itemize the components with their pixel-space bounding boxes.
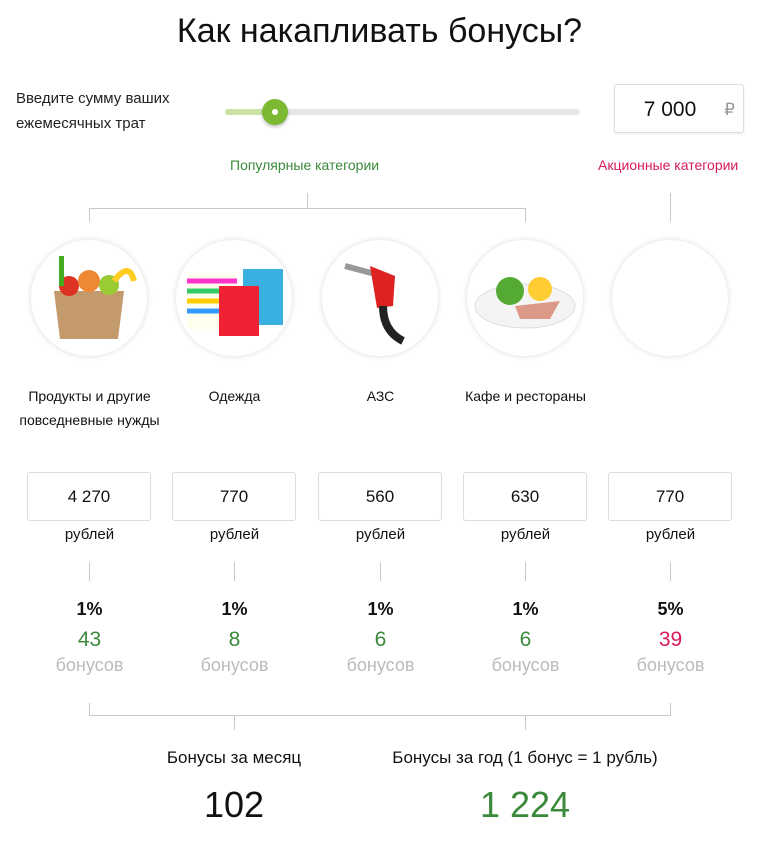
category-name: Одежда	[208, 388, 261, 404]
category-percent: 1%	[221, 599, 248, 619]
category-unit: рублей	[355, 526, 406, 543]
divider	[89, 208, 90, 222]
month-bonus-label: Бонусы за месяц	[166, 748, 302, 767]
category-name: Продукты и другие повседневные нужды	[19, 388, 160, 428]
divider	[234, 715, 235, 730]
divider	[89, 715, 671, 716]
category-image[interactable]	[612, 240, 728, 356]
divider	[89, 703, 90, 715]
category-percent: 1%	[367, 599, 394, 619]
category-bonus-label: бонусов	[346, 655, 415, 675]
divider	[525, 715, 526, 730]
category-bonus-label: бонусов	[55, 655, 124, 675]
slider-fill	[225, 109, 275, 115]
shopping-bags-icon	[179, 251, 289, 346]
category-unit: рублей	[64, 526, 115, 543]
category-bonus-label: бонусов	[636, 655, 705, 675]
category-image[interactable]	[176, 240, 292, 356]
divider	[380, 562, 381, 581]
slider-label-line1: Введите сумму ваших	[16, 90, 170, 107]
divider	[525, 208, 526, 222]
promo-categories-label: Акционные категории	[598, 157, 739, 173]
category-image[interactable]	[31, 240, 147, 356]
fuel-nozzle-icon	[325, 246, 435, 351]
popular-categories-label: Популярные категории	[230, 157, 380, 173]
food-plate-icon	[470, 251, 580, 346]
slider-track[interactable]	[225, 109, 580, 115]
divider	[307, 193, 308, 208]
divider	[89, 562, 90, 581]
divider	[670, 193, 671, 222]
category-bonus: 6	[519, 628, 532, 651]
category-bonus-label: бонусов	[200, 655, 269, 675]
category-bonus-label: бонусов	[491, 655, 560, 675]
divider	[670, 562, 671, 581]
currency-icon: ₽	[724, 100, 735, 119]
category-unit: рублей	[500, 526, 551, 543]
category-bonus: 6	[374, 628, 387, 651]
divider	[89, 208, 526, 209]
month-bonus-value: 102	[203, 784, 265, 825]
category-amount-input[interactable]: 770	[172, 472, 296, 521]
category-amount-input[interactable]: 560	[318, 472, 442, 521]
slider-thumb[interactable]	[261, 99, 288, 125]
category-percent: 1%	[76, 599, 103, 619]
category-image[interactable]	[467, 240, 583, 356]
divider	[670, 703, 671, 715]
divider	[525, 562, 526, 581]
category-bonus: 8	[228, 628, 241, 651]
category-unit: рублей	[645, 526, 696, 543]
category-name: АЗС	[366, 388, 395, 404]
category-amount-input[interactable]: 770	[608, 472, 732, 521]
category-bonus: 43	[77, 628, 102, 651]
category-unit: рублей	[209, 526, 260, 543]
category-amount-input[interactable]: 4 270	[27, 472, 151, 521]
divider	[234, 562, 235, 581]
category-image[interactable]	[322, 240, 438, 356]
category-amount-input[interactable]: 630	[463, 472, 587, 521]
slider-label: Введите сумму ваших ежемесячных трат	[16, 86, 170, 136]
category-percent: 5%	[657, 599, 684, 619]
grocery-bag-icon	[34, 251, 144, 346]
page-title: Как накапливать бонусы?	[176, 12, 583, 50]
amount-input[interactable]: 7 000 ₽	[614, 84, 744, 133]
category-name: Кафе и рестораны	[465, 388, 586, 404]
year-bonus-label: Бонусы за год (1 бонус = 1 рубль)	[392, 748, 658, 767]
category-bonus: 39	[658, 628, 683, 651]
slider-label-line2: ежемесячных трат	[16, 115, 146, 132]
year-bonus-value: 1 224	[479, 784, 571, 825]
amount-value: 7 000	[643, 98, 697, 121]
category-percent: 1%	[512, 599, 539, 619]
